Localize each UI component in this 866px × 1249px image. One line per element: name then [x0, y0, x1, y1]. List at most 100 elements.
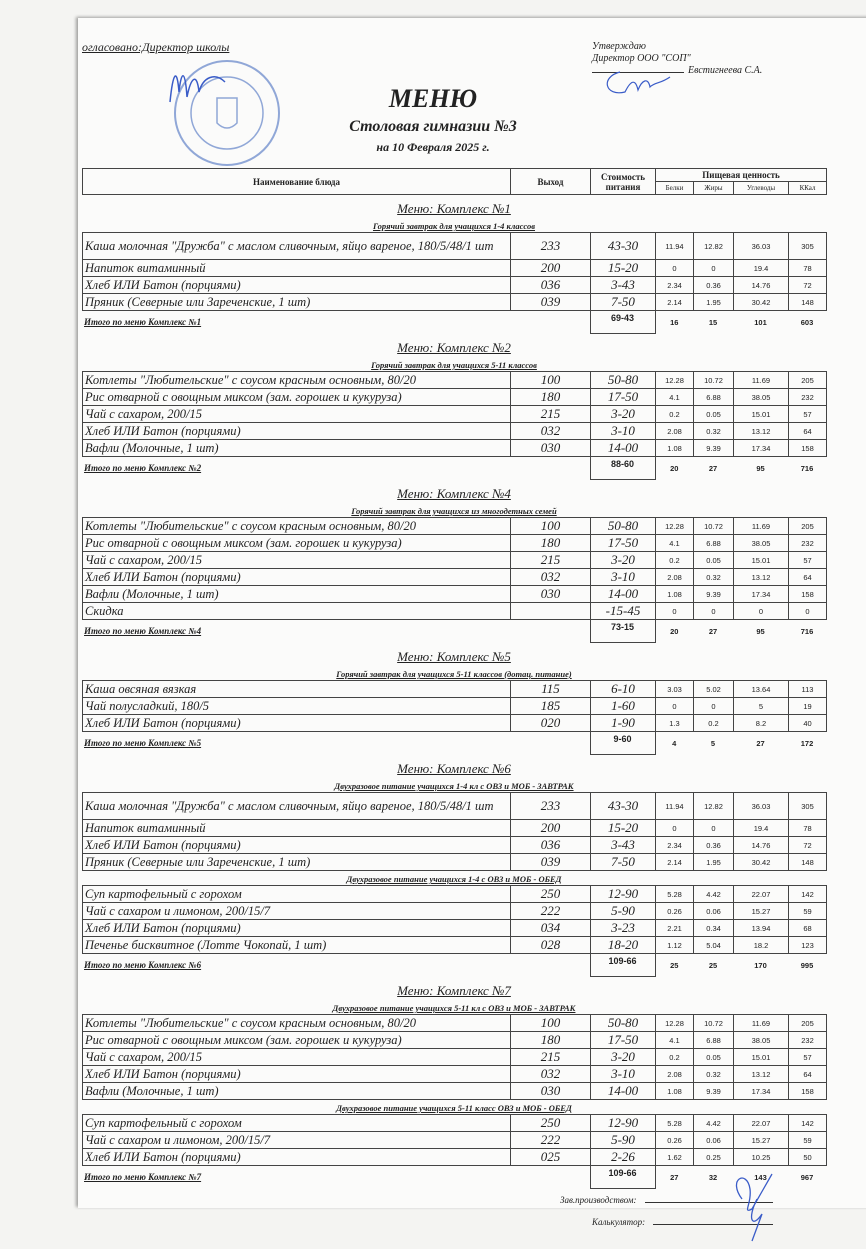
dish-yield: 036	[510, 836, 591, 854]
dish-yield: 030	[510, 439, 591, 457]
total-protein: 4	[672, 738, 677, 748]
dish-carbs: 11.69	[733, 371, 789, 389]
dish-fat: 0	[693, 259, 734, 277]
dish-cost: 18-20	[590, 936, 656, 954]
dish-protein: 1.12	[655, 936, 694, 954]
table-row: Чай с сахаром и лимоном, 200/15/7 222 5-90…	[82, 902, 827, 920]
dish-fat: 12.82	[693, 232, 734, 260]
dish-carbs: 13.94	[733, 919, 789, 937]
dish-kcal: 142	[788, 885, 827, 903]
dish-protein: 4.1	[655, 388, 694, 406]
dish-cost: 7-50	[590, 293, 656, 311]
dish-kcal: 158	[788, 1082, 827, 1100]
dish-protein: 0.2	[655, 551, 694, 569]
table-row: Суп картофельный с горохом 250 12-90 5.28 4.…	[82, 1114, 827, 1132]
dish-kcal: 68	[788, 919, 827, 937]
dish-name: Рис отварной с овощным миксом (зам. горо…	[82, 1031, 511, 1049]
approve-label: Утверждаю	[592, 41, 646, 52]
total-kcal: 603	[800, 317, 814, 327]
dish-fat: 1.95	[693, 293, 734, 311]
dish-kcal: 59	[788, 1131, 827, 1149]
dish-yield: 100	[510, 1014, 591, 1032]
dish-cost: 43-30	[590, 232, 656, 260]
agreed-label: огласовано:Директор школы	[82, 40, 230, 54]
dish-name: Хлеб ИЛИ Батон (порциями)	[82, 1065, 511, 1083]
dish-yield: 039	[510, 293, 591, 311]
dish-yield	[510, 602, 591, 620]
dish-cost: 14-00	[590, 1082, 656, 1100]
total-kcal: 967	[800, 1172, 814, 1182]
dish-yield: 028	[510, 936, 591, 954]
dish-fat: 4.42	[693, 885, 734, 903]
dish-kcal: 50	[788, 1148, 827, 1166]
table-row: Суп картофельный с горохом 250 12-90 5.28 4.…	[82, 885, 827, 903]
dish-protein: 1.08	[655, 439, 694, 457]
dish-carbs: 38.05	[733, 534, 789, 552]
total-fat: 15	[708, 317, 718, 327]
dish-fat: 6.88	[693, 534, 734, 552]
total-spacer	[510, 1166, 590, 1189]
dish-cost: 3-43	[590, 276, 656, 294]
total-row: Итого по меню Комплекс №7 109-66 27 32 143 96…	[82, 1166, 826, 1189]
dish-carbs: 0	[733, 602, 789, 620]
dish-protein: 0.26	[655, 902, 694, 920]
dish-yield: 032	[510, 1065, 591, 1083]
dish-name: Чай с сахаром, 200/15	[82, 551, 511, 569]
table-row: Хлеб ИЛИ Батон (порциями) 036 3-43 2.34 0.36…	[82, 276, 827, 294]
total-spacer	[510, 457, 590, 480]
total-row: Итого по меню Комплекс №6 109-66 25 25 170 99…	[82, 954, 826, 977]
dish-protein: 2.34	[655, 276, 694, 294]
total-table: Итого по меню Комплекс №7 109-66 27 32 143 96…	[82, 1166, 826, 1189]
dish-kcal: 59	[788, 902, 827, 920]
dish-protein: 0	[655, 602, 694, 620]
table-row: Котлеты "Любительские" с соусом красным …	[82, 1014, 827, 1032]
complex-section: Меню: Комплекс №6 Двухразовое питание уча…	[82, 761, 827, 977]
table-row: Каша овсяная вязкая 115 6-10 3.03 5.02 13.64 1…	[82, 680, 827, 698]
dish-protein: 2.08	[655, 1065, 694, 1083]
group-subtitle: Горячий завтрак для учащихся из многодет…	[351, 506, 557, 516]
dish-protein: 2.21	[655, 919, 694, 937]
dish-fat: 0.32	[693, 1065, 734, 1083]
dish-yield: 250	[510, 885, 591, 903]
total-spacer	[510, 954, 590, 977]
dish-cost: 3-20	[590, 551, 656, 569]
menu-table: Суп картофельный с горохом 250 12-90 5.28 4.…	[82, 885, 827, 954]
table-row: Котлеты "Любительские" с соусом красным …	[82, 517, 827, 535]
menu-table: Котлеты "Любительские" с соусом красным …	[82, 371, 827, 457]
table-row: Чай с сахаром, 200/15 215 3-20 0.2 0.05 15.01…	[82, 405, 827, 423]
total-label: Итого по меню Комплекс №5	[84, 738, 202, 749]
col-cost: Стоимость питания	[590, 168, 656, 195]
dish-cost: 2-26	[590, 1148, 656, 1166]
dish-name: Чай с сахаром и лимоном, 200/15/7	[82, 902, 511, 920]
complex-title: Меню: Комплекс №2	[397, 340, 511, 355]
dish-fat: 10.72	[693, 517, 734, 535]
dish-cost: 3-20	[590, 405, 656, 423]
dish-carbs: 11.69	[733, 517, 789, 535]
dish-yield: 030	[510, 1082, 591, 1100]
dish-carbs: 10.25	[733, 1148, 789, 1166]
dish-fat: 0.2	[693, 714, 734, 732]
table-row: Котлеты "Любительские" с соусом красным …	[82, 371, 827, 389]
menu-date: на 10 Февраля 2025 г.	[376, 140, 490, 154]
dish-yield: 200	[510, 259, 591, 277]
dish-yield: 115	[510, 680, 591, 698]
dish-fat: 10.72	[693, 371, 734, 389]
calculator-label: Калькулятор:	[592, 1217, 646, 1227]
dish-cost: 15-20	[590, 819, 656, 837]
dish-kcal: 232	[788, 388, 827, 406]
dish-fat: 5.04	[693, 936, 734, 954]
dish-name: Хлеб ИЛИ Батон (порциями)	[82, 422, 511, 440]
group-subtitle: Двухразовое питание учащихся 1-4 кл с ОВ…	[334, 781, 574, 791]
dish-kcal: 57	[788, 405, 827, 423]
dish-kcal: 205	[788, 517, 827, 535]
dish-name: Хлеб ИЛИ Батон (порциями)	[82, 1148, 511, 1166]
total-cost: 109-66	[589, 954, 656, 977]
total-carbs: 27	[756, 738, 765, 748]
group-subtitle: Двухразовое питание учащихся 5-11 класс …	[336, 1103, 572, 1113]
dish-protein: 0	[655, 697, 694, 715]
dish-cost: 3-10	[590, 568, 656, 586]
dish-kcal: 158	[788, 439, 827, 457]
dish-cost: 3-20	[590, 1048, 656, 1066]
dish-fat: 0	[693, 697, 734, 715]
dish-name: Хлеб ИЛИ Батон (порциями)	[82, 568, 511, 586]
